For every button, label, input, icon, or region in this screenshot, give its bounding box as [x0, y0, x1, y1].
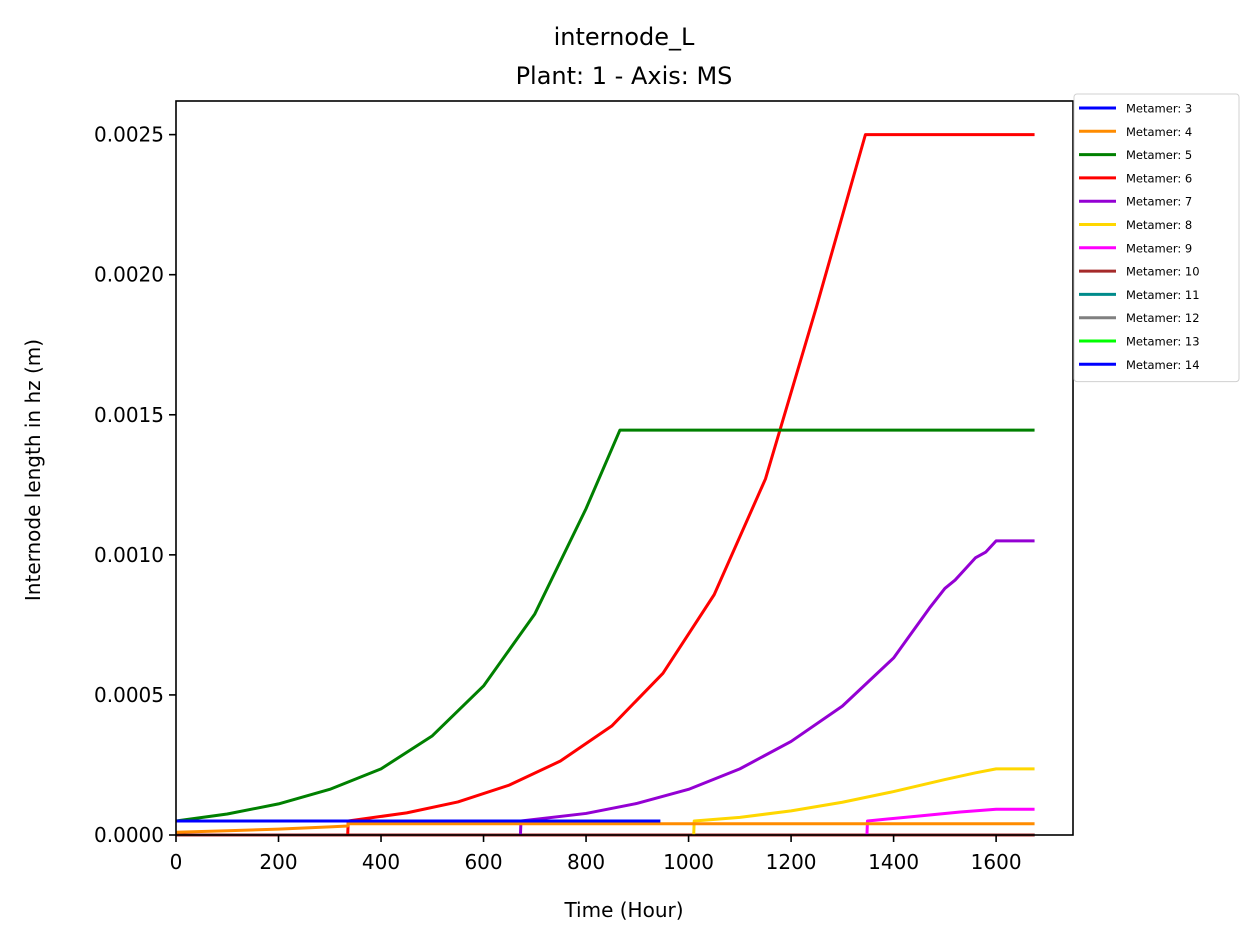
- y-axis: 0.0000 0.0005 0.0010 0.0015 0.0020 0.0025: [94, 123, 176, 847]
- x-tick-label: 200: [259, 850, 297, 874]
- legend-label: Metamer: 8: [1126, 218, 1192, 232]
- y-tick-label: 0.0005: [94, 683, 164, 707]
- series-line-7: [865, 807, 1035, 836]
- legend-label: Metamer: 7: [1126, 195, 1192, 209]
- series-line-3: [175, 428, 1035, 823]
- legend-label: Metamer: 14: [1126, 358, 1200, 372]
- x-tick-label: 400: [362, 850, 400, 874]
- x-tick-label: 800: [567, 850, 605, 874]
- x-tick-label: 1600: [971, 850, 1022, 874]
- y-axis-label: Internode length in hz (m): [21, 339, 45, 601]
- series-line-6: [692, 767, 1035, 836]
- legend-label: Metamer: 11: [1126, 288, 1200, 302]
- y-tick-label: 0.0000: [94, 823, 164, 847]
- series-line-4: [346, 133, 1035, 836]
- legend-label: Metamer: 3: [1126, 102, 1192, 116]
- plot-area: [175, 100, 1074, 837]
- series-line-5: [518, 539, 1035, 836]
- series-line-2: [175, 822, 1035, 834]
- legend-label: Metamer: 5: [1126, 148, 1192, 162]
- legend-label: Metamer: 10: [1126, 265, 1200, 279]
- y-tick-label: 0.0015: [94, 403, 164, 427]
- x-axis: 0 200 400 600 800 1000 1200 1400 1600: [170, 835, 1022, 874]
- x-tick-label: 1200: [766, 850, 817, 874]
- legend-label: Metamer: 4: [1126, 125, 1192, 139]
- legend-label: Metamer: 9: [1126, 241, 1192, 255]
- y-tick-label: 0.0010: [94, 543, 164, 567]
- plot-frame: [175, 100, 1074, 836]
- legend-box: [1073, 93, 1240, 383]
- x-axis-label: Time (Hour): [563, 898, 683, 922]
- legend-label: Metamer: 13: [1126, 335, 1200, 349]
- x-tick-label: 0: [170, 850, 183, 874]
- x-tick-label: 1400: [868, 850, 919, 874]
- x-tick-label: 600: [464, 850, 502, 874]
- y-tick-label: 0.0020: [94, 263, 164, 287]
- legend-label: Metamer: 12: [1126, 311, 1200, 325]
- x-tick-label: 1000: [663, 850, 714, 874]
- y-tick-label: 0.0025: [94, 123, 164, 147]
- legend: Metamer: 3 Metamer: 4 Metamer: 5 Metamer: 6…: [1073, 93, 1240, 383]
- chart-title: internode_L: [554, 23, 695, 51]
- chart-subtitle: Plant: 1 - Axis: MS: [516, 62, 733, 90]
- legend-label: Metamer: 6: [1126, 171, 1192, 185]
